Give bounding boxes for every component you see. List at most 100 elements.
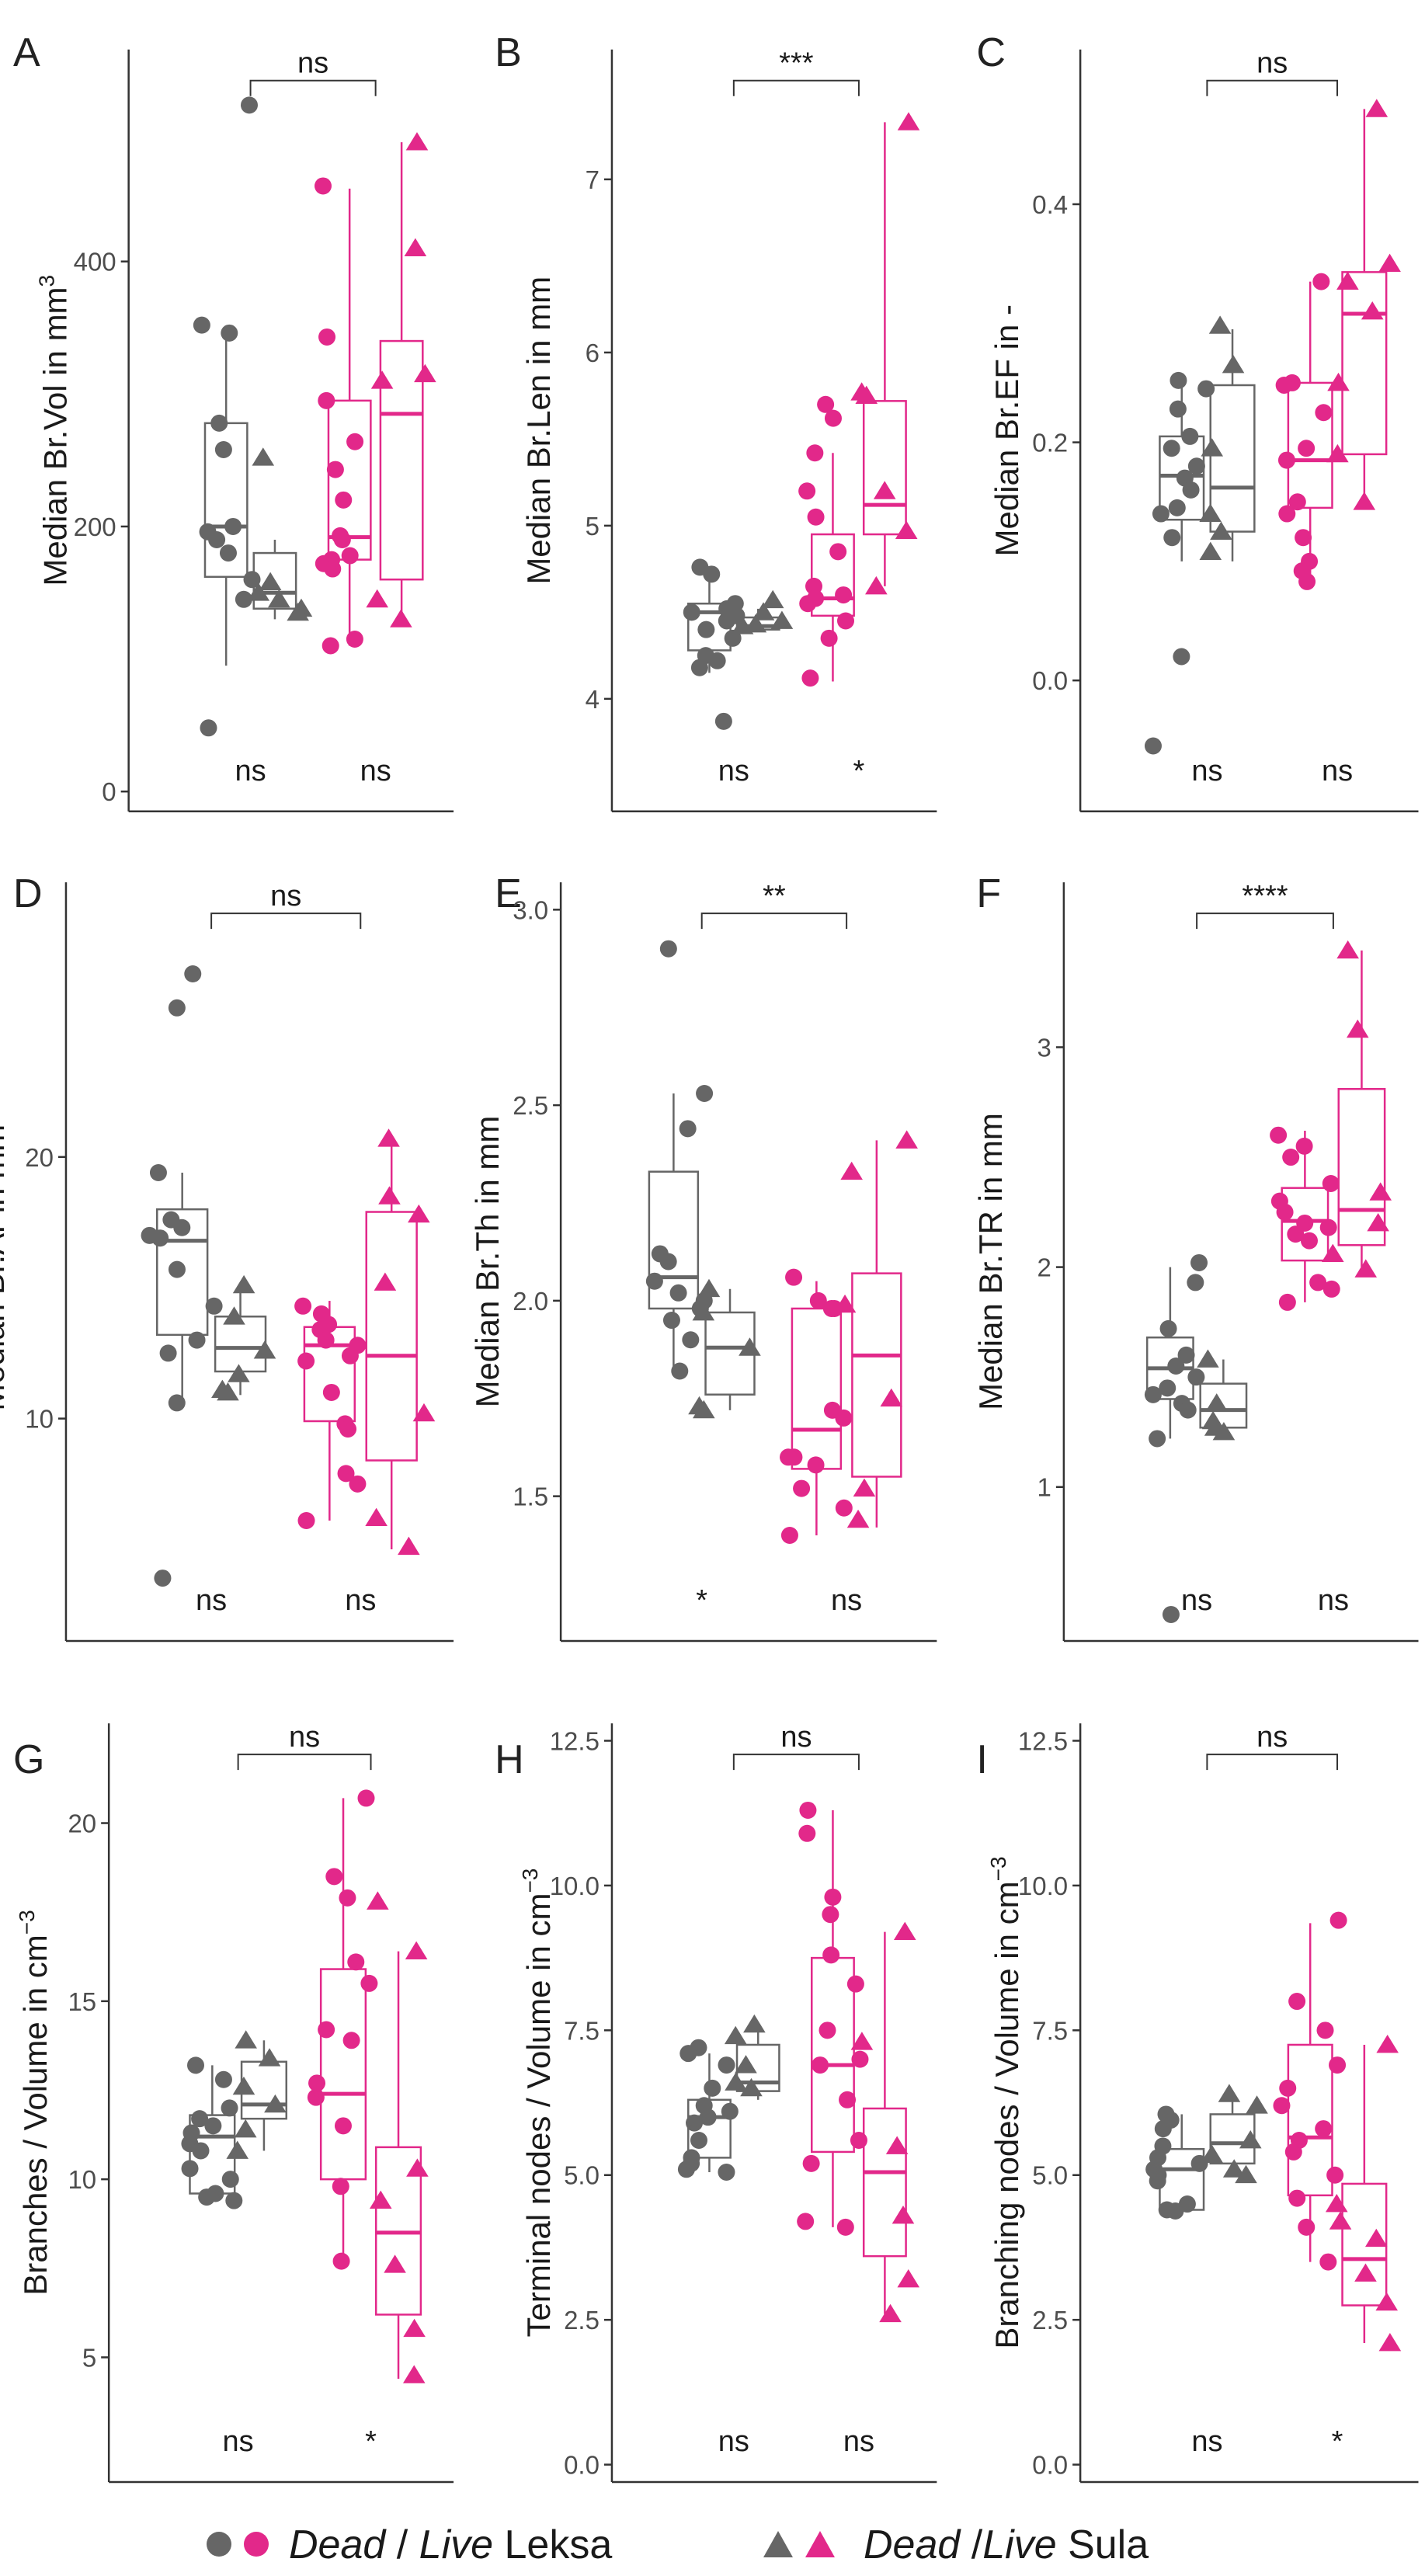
panel-b: B 4 5 6 7 Median Br.Len in mm *** ns * — [495, 30, 937, 813]
panel-h-point-dead-leksa — [704, 2079, 721, 2097]
panel-i-point-dead-leksa — [1154, 2120, 1172, 2138]
panel-g-point-live-leksa — [318, 2021, 335, 2039]
panel-f-y-tick-label: 3 — [1037, 1033, 1051, 1062]
panel-h-point-live-sula — [897, 2268, 920, 2288]
panel-e-point-live-leksa — [793, 1479, 811, 1497]
panel-c-point-dead-leksa — [1152, 505, 1170, 523]
panel-f-point-live-leksa — [1319, 1218, 1337, 1236]
panel-c-bottom-sig-live: ns — [1322, 755, 1353, 787]
panel-d-y-tick-label: 20 — [25, 1143, 54, 1172]
panel-f-point-dead-leksa — [1187, 1368, 1205, 1386]
panel-d-y-axis-title-main: Median Br.Ar in mm — [0, 1125, 11, 1411]
panel-i-point-live-leksa — [1319, 2253, 1337, 2271]
panel-f-point-live-leksa — [1270, 1126, 1288, 1144]
panel-c-point-live-leksa — [1277, 451, 1295, 469]
panel-g-sig-bracket-label: ns — [289, 1721, 320, 1754]
panel-e-point-dead-leksa — [659, 1253, 677, 1271]
panel-d-point-dead-sula — [217, 1382, 239, 1401]
panel-c-point-live-sula — [1353, 492, 1376, 510]
panel-c-sig-bracket-label: ns — [1256, 47, 1288, 80]
panel-c-point-live-leksa — [1298, 440, 1316, 457]
panel-h-point-live-leksa — [836, 2218, 854, 2236]
panel-h-point-live-leksa — [819, 2022, 836, 2039]
panel-a-bottom-sig-dead: ns — [235, 755, 266, 787]
panel-f-point-live-sula — [1369, 1182, 1392, 1201]
panel-g-point-dead-leksa — [225, 2192, 243, 2209]
panel-g-point-dead-sula — [264, 2094, 287, 2113]
panel-b-point-dead-sula — [770, 610, 794, 629]
panel-c-point-dead-leksa — [1144, 737, 1162, 755]
panel-d-point-dead-leksa — [184, 965, 202, 982]
panel-b-bottom-sig-live: * — [853, 755, 865, 787]
panel-f-letter: F — [976, 871, 1001, 916]
legend-sula-label: Dead /Live Sula — [864, 2522, 1149, 2567]
panel-b-y-tick-label: 5 — [586, 512, 600, 541]
panel-f-point-live-leksa — [1276, 1203, 1294, 1221]
panel-d-bottom-sig-dead: ns — [196, 1584, 227, 1617]
panel-c-sig-bracket — [1206, 79, 1339, 96]
panel-h-y-tick-label: 5.0 — [564, 2161, 600, 2190]
panel-b-point-dead-sula — [744, 614, 767, 633]
panel-d-point-live-leksa — [337, 1465, 355, 1483]
panel-d-sig-bracket-label: ns — [270, 880, 301, 913]
panel-d-point-live-sula — [408, 1204, 430, 1223]
panel-h-point-live-leksa — [802, 2154, 820, 2172]
panel-g-y-tick-label: 20 — [68, 1809, 96, 1838]
panel-g-point-live-leksa — [325, 1868, 343, 1886]
panel-c-point-dead-sula — [1199, 541, 1222, 561]
panel-c-point-dead-leksa — [1168, 499, 1186, 516]
panel-g-point-dead-leksa — [186, 2056, 204, 2074]
legend-live-leksa-marker — [244, 2532, 269, 2557]
panel-a-sig-bracket — [249, 79, 377, 96]
panel-g-point-live-sula — [367, 1891, 389, 1910]
panel-e-point-live-sula — [840, 1161, 863, 1180]
panel-a-y-axis-title: Median Br.Vol in mm3 — [35, 275, 74, 586]
panel-a-y-axis-title-main: Median Br.Vol in mm — [37, 287, 74, 586]
panel-g-point-dead-leksa — [214, 2070, 232, 2088]
legend-sula-sep: / — [960, 2522, 982, 2567]
panel-d-point-live-leksa — [341, 1347, 359, 1364]
panel-b-point-live-leksa — [799, 595, 817, 613]
legend-leksa-site: Leksa — [493, 2522, 612, 2567]
panel-f-bottom-sig-live: ns — [1318, 1584, 1349, 1617]
panel-f-point-live-leksa — [1295, 1137, 1313, 1155]
panel-h-y-tick-label: 12.5 — [550, 1726, 600, 1755]
panel-a-point-dead-sula — [259, 572, 282, 591]
panel-d-point-dead-leksa — [149, 1163, 167, 1181]
panel-e-point-dead-leksa — [679, 1120, 697, 1138]
panel-e-point-live-sula — [846, 1509, 870, 1528]
panel-e-point-live-leksa — [835, 1499, 853, 1517]
panel-g-point-dead-leksa — [204, 2117, 222, 2135]
panel-h-y-axis-title-main: Terminal nodes / Volume in cm — [520, 1893, 557, 2338]
panel-b-letter: B — [495, 30, 522, 75]
panel-d-point-dead-leksa — [168, 1394, 186, 1412]
panel-f-y-axis-title-main: Median Br.TR in mm — [972, 1113, 1009, 1410]
panel-h-sig-bracket-label: ns — [780, 1721, 812, 1754]
panel-c-y-tick-label: 0.2 — [1032, 429, 1068, 457]
panel-c-point-live-sula — [1327, 372, 1350, 391]
panel-g-point-dead-leksa — [221, 2171, 239, 2188]
panel-b-point-dead-leksa — [703, 565, 721, 583]
panel-g-point-live-sula — [405, 1941, 428, 1960]
panel-g-point-dead-sula — [258, 2048, 281, 2067]
panel-a-point-live-sula — [370, 370, 394, 389]
panel-g-point-live-leksa — [357, 1789, 375, 1807]
panel-f-point-live-leksa — [1282, 1149, 1300, 1166]
panel-i-point-live-leksa — [1288, 2189, 1306, 2207]
panel-g-point-live-leksa — [339, 1889, 356, 1907]
panel-e-box-live-sula — [851, 1272, 902, 1478]
panel-b-point-live-leksa — [829, 543, 847, 561]
panel-c-point-live-sula — [1378, 253, 1401, 273]
panel-i-point-dead-sula — [1235, 2164, 1257, 2184]
panel-i-point-dead-sula — [1246, 2095, 1268, 2114]
panel-e-y-axis-title-main: Median Br.Th in mm — [469, 1116, 506, 1408]
panel-i-point-dead-sula — [1201, 2144, 1223, 2164]
panel-f-point-live-sula — [1321, 1243, 1344, 1263]
panel-e-point-dead-leksa — [669, 1284, 687, 1302]
panel-i-point-live-leksa — [1329, 2056, 1347, 2074]
panel-g-y-tick-label: 15 — [68, 1987, 96, 2016]
panel-i-point-live-sula — [1329, 2211, 1352, 2230]
legend-leksa-label: Dead / Live Leksa — [289, 2522, 612, 2567]
